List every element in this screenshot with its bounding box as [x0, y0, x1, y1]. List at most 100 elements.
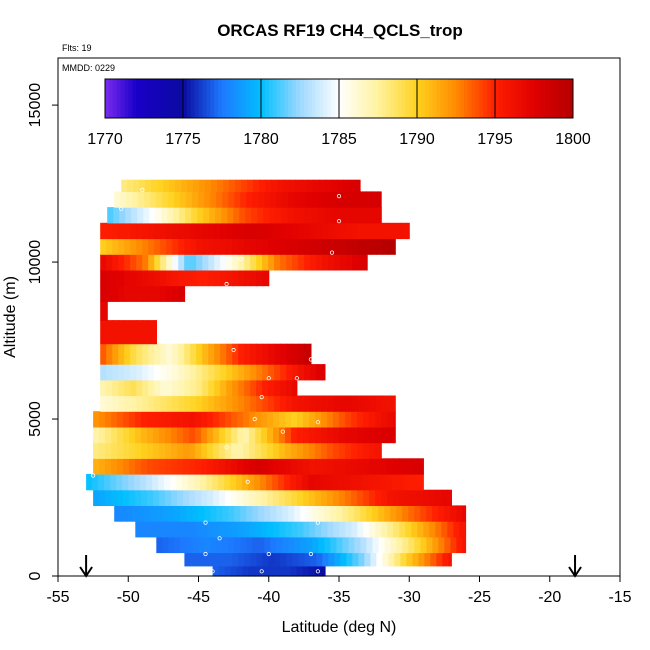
- curtain-cell: [136, 343, 143, 365]
- curtain-cell: [168, 505, 175, 522]
- curtain-cell: [393, 458, 400, 475]
- curtain-cell: [240, 191, 247, 208]
- curtain-cell: [160, 364, 167, 381]
- curtain-cell: [283, 179, 290, 193]
- curtain-cell: [118, 343, 125, 365]
- curtain-cell: [303, 458, 310, 475]
- curtain-cell: [175, 179, 182, 193]
- curtain-cell: [279, 442, 286, 459]
- curtain-cell: [148, 320, 155, 345]
- curtain-cell: [147, 442, 154, 459]
- colorbar-segment: [522, 79, 527, 118]
- curtain-cell: [369, 426, 376, 444]
- curtain-cell: [256, 238, 263, 255]
- curtain-cell: [208, 395, 215, 412]
- curtain-cell: [136, 395, 143, 412]
- curtain-cell: [300, 505, 307, 522]
- sample-point: [315, 420, 320, 425]
- curtain-cell: [393, 426, 396, 444]
- curtain-cell: [252, 191, 259, 208]
- curtain-cell: [255, 426, 262, 444]
- curtain-cell: [298, 238, 305, 255]
- curtain-cell: [292, 238, 299, 255]
- curtain-cell: [376, 238, 383, 255]
- curtain-cell: [375, 442, 382, 459]
- curtain-cell: [124, 269, 131, 287]
- curtain-cell: [381, 442, 382, 459]
- curtain-cell: [310, 254, 317, 271]
- curtain-cell: [354, 191, 361, 208]
- curtain-cell: [343, 179, 350, 193]
- curtain-cell: [280, 364, 287, 381]
- colorbar-segment: [502, 79, 508, 118]
- curtain-cell: [154, 222, 161, 240]
- curtain-cell: [232, 364, 239, 381]
- curtain-cell: [306, 191, 313, 208]
- curtain-cell: [172, 343, 179, 365]
- curtain-cell: [100, 238, 107, 255]
- curtain-cell: [315, 458, 322, 475]
- curtain-cell: [315, 442, 322, 459]
- curtain-cell: [154, 238, 161, 255]
- curtain-cell: [106, 238, 113, 255]
- curtain-cell: [141, 442, 148, 459]
- curtain-cell: [224, 474, 231, 491]
- curtain-cell: [365, 207, 372, 224]
- curtain-cell: [321, 442, 328, 459]
- curtain-cell: [184, 343, 191, 365]
- curtain-cell: [353, 207, 360, 224]
- curtain-cell: [190, 395, 197, 412]
- curtain-cell: [130, 254, 137, 271]
- curtain-cell: [339, 458, 346, 475]
- curtain-cell: [186, 191, 193, 208]
- flight-endpoint-arrow: [568, 555, 582, 578]
- curtain-cell: [190, 552, 197, 567]
- curtain-cell: [333, 489, 340, 506]
- curtain-cell: [393, 521, 400, 538]
- curtain-cell: [244, 254, 251, 271]
- curtain-cell: [270, 505, 277, 522]
- curtain-cell: [358, 552, 365, 567]
- curtain-cell: [448, 552, 452, 567]
- curtain-cell: [322, 238, 329, 255]
- curtain-cell: [301, 179, 308, 193]
- curtain-cell: [232, 379, 239, 397]
- curtain-cell: [99, 426, 106, 444]
- colorbar-segment: [218, 79, 223, 118]
- curtain-cell: [136, 379, 143, 397]
- curtain-cell: [340, 222, 347, 240]
- curtain-cell: [120, 505, 127, 522]
- curtain-cell: [226, 364, 233, 381]
- curtain-cell: [216, 536, 223, 554]
- curtain-cell: [124, 395, 131, 412]
- chart-title: ORCAS RF19 CH4_QCLS_trop: [217, 21, 463, 40]
- curtain-cell: [231, 489, 238, 506]
- curtain-cell: [294, 536, 301, 554]
- curtain-cell: [324, 505, 331, 522]
- curtain-cell: [99, 411, 106, 428]
- curtain-cell: [93, 489, 100, 506]
- curtain-cell: [174, 536, 181, 554]
- curtain-cell: [238, 222, 245, 240]
- curtain-cell: [180, 505, 187, 522]
- colorbar-segment: [136, 79, 141, 118]
- curtain-cell: [191, 207, 198, 224]
- colorbar-segment: [315, 79, 320, 118]
- curtain-cell: [234, 191, 241, 208]
- colorbar-segment: [194, 79, 200, 118]
- x-tick-label: -30: [398, 589, 421, 606]
- curtain-cell: [198, 191, 205, 208]
- curtain-cell: [118, 238, 125, 255]
- curtain-cell: [100, 285, 107, 302]
- curtain-cell: [306, 536, 313, 554]
- curtain-cell: [220, 254, 227, 271]
- curtain-cell: [387, 489, 394, 506]
- curtain-cell: [262, 379, 269, 397]
- curtain-cell: [342, 191, 349, 208]
- curtain-cell: [195, 442, 202, 459]
- curtain-cell: [406, 222, 410, 240]
- curtain-cell: [333, 426, 340, 444]
- curtain-cell: [183, 411, 190, 428]
- curtain-cell: [117, 458, 124, 475]
- curtain-cell: [406, 552, 413, 567]
